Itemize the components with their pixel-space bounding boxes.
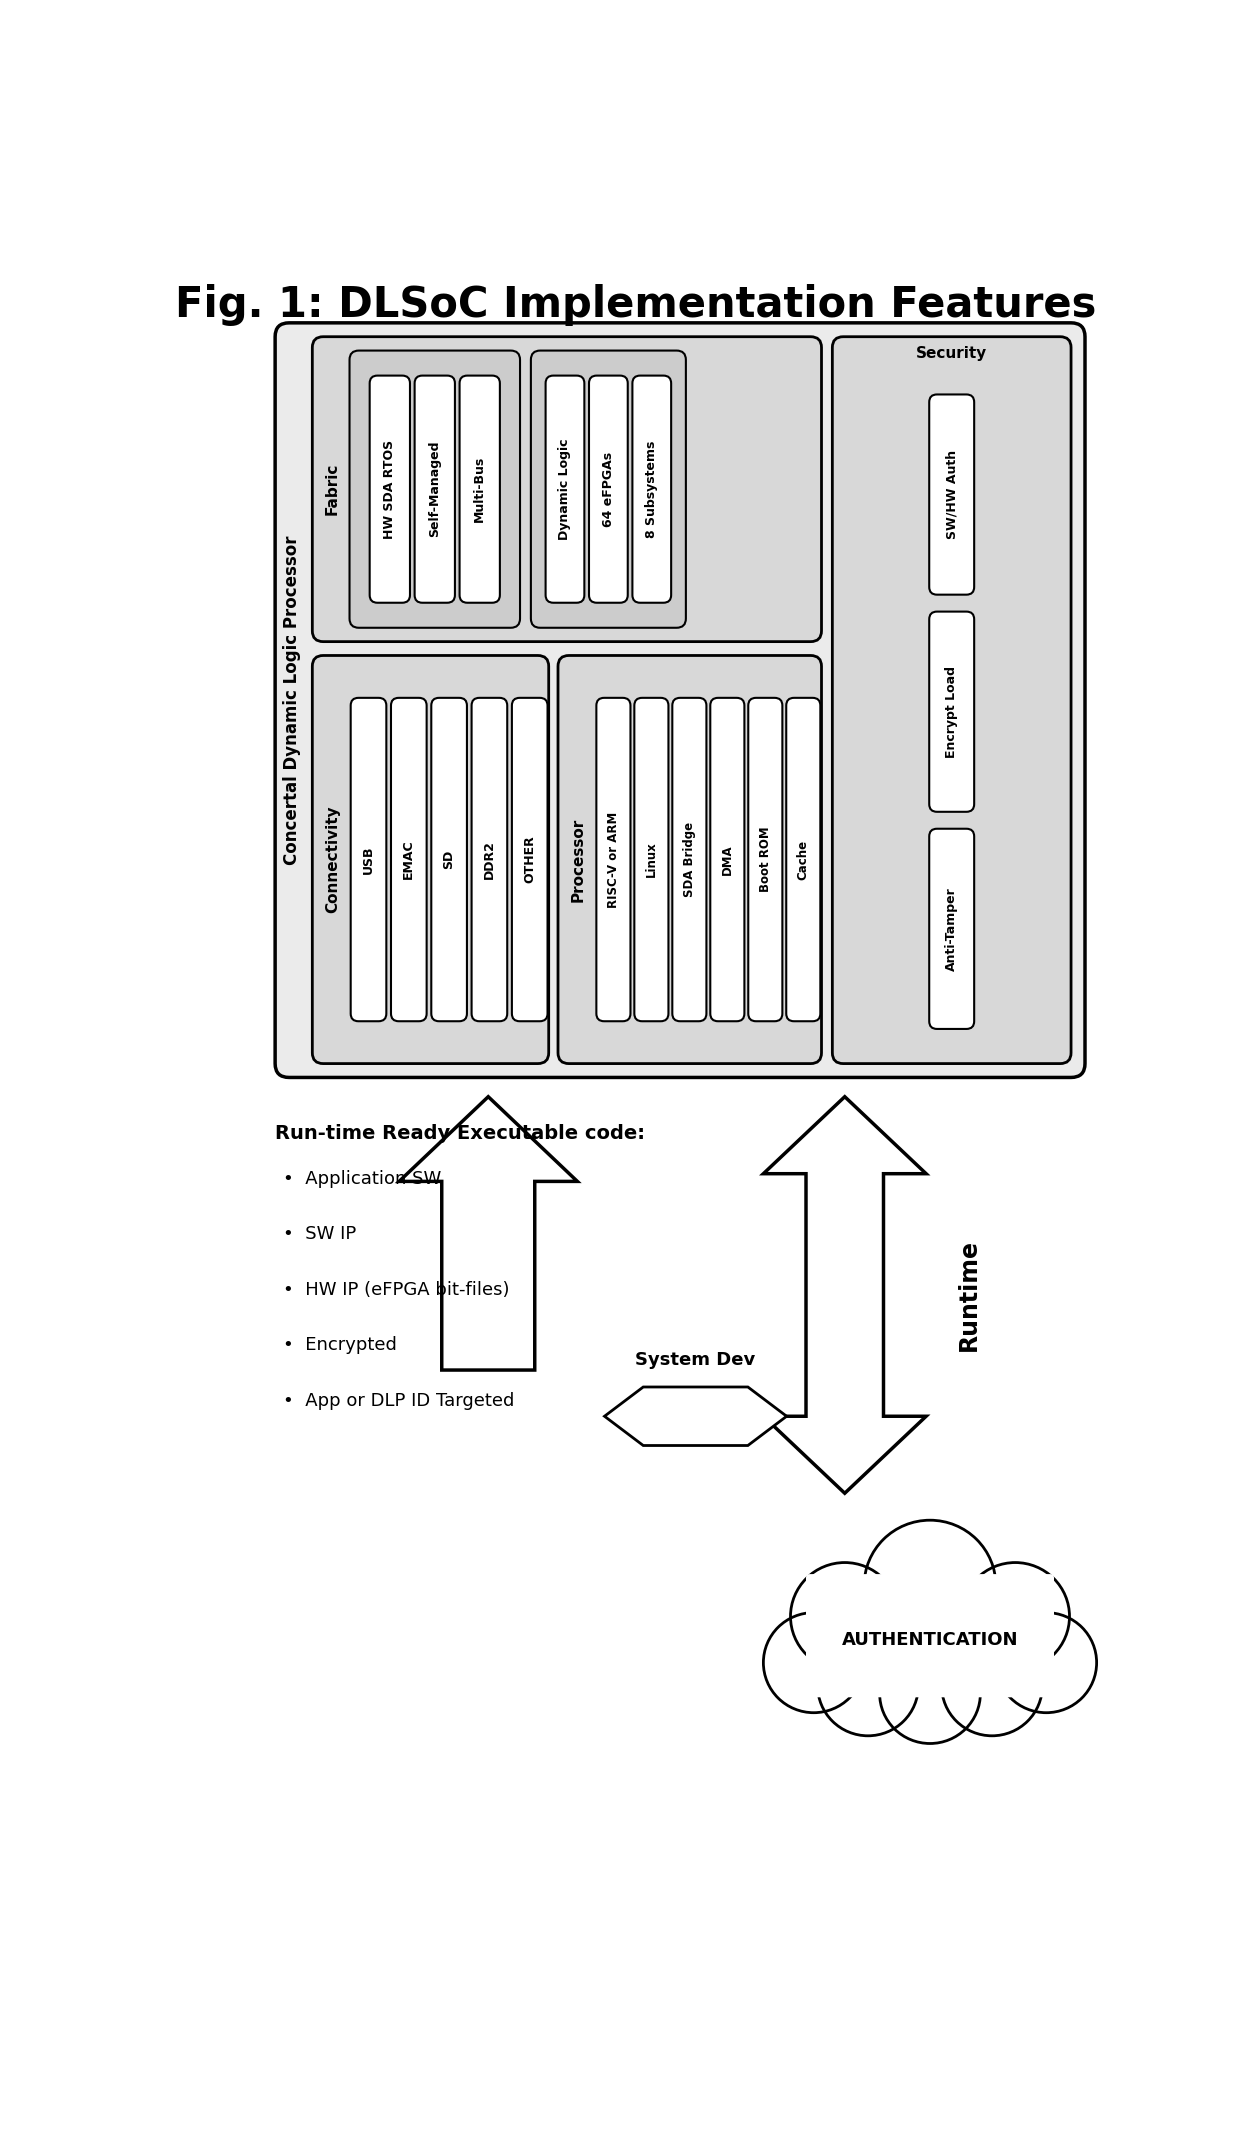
Circle shape [764,1613,864,1712]
Text: SD: SD [443,849,455,869]
Text: SDA Bridge: SDA Bridge [683,822,696,897]
FancyBboxPatch shape [806,1574,1054,1697]
Polygon shape [399,1096,578,1371]
FancyBboxPatch shape [748,697,782,1021]
Circle shape [864,1521,996,1652]
Text: •  Application SW: • Application SW [283,1169,441,1188]
Text: 64 eFPGAs: 64 eFPGAs [601,453,615,528]
Circle shape [817,1637,919,1735]
Text: •  Encrypted: • Encrypted [283,1336,397,1353]
FancyBboxPatch shape [460,375,500,603]
FancyBboxPatch shape [391,697,427,1021]
FancyBboxPatch shape [312,337,821,641]
FancyBboxPatch shape [711,697,744,1021]
FancyBboxPatch shape [672,697,707,1021]
Text: •  App or DLP ID Targeted: • App or DLP ID Targeted [283,1392,515,1409]
FancyBboxPatch shape [786,697,821,1021]
Text: Cache: Cache [797,839,810,879]
Text: AUTHENTICATION: AUTHENTICATION [842,1630,1018,1650]
FancyBboxPatch shape [350,350,520,628]
FancyBboxPatch shape [635,697,668,1021]
Text: USB: USB [362,845,374,873]
FancyBboxPatch shape [275,324,1085,1077]
Circle shape [879,1643,981,1744]
Text: Encrypt Load: Encrypt Load [945,665,959,757]
Text: Anti-Tamper: Anti-Tamper [945,888,959,972]
Text: Concertal Dynamic Logic Processor: Concertal Dynamic Logic Processor [283,536,301,864]
Text: EMAC: EMAC [402,839,415,879]
Text: Multi-Bus: Multi-Bus [474,457,486,521]
Text: OTHER: OTHER [523,837,536,884]
Text: System Dev: System Dev [635,1351,755,1369]
FancyBboxPatch shape [596,697,630,1021]
Text: Security: Security [916,345,987,360]
FancyBboxPatch shape [546,375,584,603]
Text: Fabric: Fabric [325,463,340,515]
Text: RISC-V or ARM: RISC-V or ARM [606,811,620,907]
Text: Dynamic Logic: Dynamic Logic [558,438,572,541]
Text: DMA: DMA [720,845,734,875]
Text: DDR2: DDR2 [482,841,496,879]
Circle shape [941,1637,1043,1735]
Text: SW/HW Auth: SW/HW Auth [945,450,959,538]
Text: 8 Subsystems: 8 Subsystems [645,440,658,538]
Text: Self-Managed: Self-Managed [428,442,441,538]
FancyBboxPatch shape [312,656,549,1064]
FancyBboxPatch shape [929,611,975,811]
Text: •  HW IP (eFPGA bit-files): • HW IP (eFPGA bit-files) [283,1281,510,1298]
Text: Connectivity: Connectivity [325,807,340,914]
Polygon shape [605,1388,786,1446]
FancyBboxPatch shape [512,697,548,1021]
Circle shape [961,1562,1069,1671]
FancyBboxPatch shape [632,375,671,603]
Text: Run-time Ready Executable code:: Run-time Ready Executable code: [275,1124,645,1143]
Text: Linux: Linux [645,841,658,877]
Text: Fig. 1: DLSoC Implementation Features: Fig. 1: DLSoC Implementation Features [175,285,1096,326]
Text: Boot ROM: Boot ROM [759,826,771,892]
Text: Processor: Processor [570,817,585,901]
Circle shape [996,1613,1096,1712]
FancyBboxPatch shape [558,656,821,1064]
FancyBboxPatch shape [432,697,467,1021]
Text: Runtime: Runtime [957,1240,981,1351]
FancyBboxPatch shape [351,697,387,1021]
FancyBboxPatch shape [589,375,627,603]
Text: HW SDA RTOS: HW SDA RTOS [383,440,397,538]
FancyBboxPatch shape [531,350,686,628]
FancyBboxPatch shape [414,375,455,603]
Circle shape [791,1562,899,1671]
FancyBboxPatch shape [471,697,507,1021]
Text: •  SW IP: • SW IP [283,1225,356,1244]
FancyBboxPatch shape [929,395,975,594]
Polygon shape [764,1096,926,1493]
FancyBboxPatch shape [929,828,975,1030]
FancyBboxPatch shape [832,337,1071,1064]
FancyBboxPatch shape [370,375,410,603]
